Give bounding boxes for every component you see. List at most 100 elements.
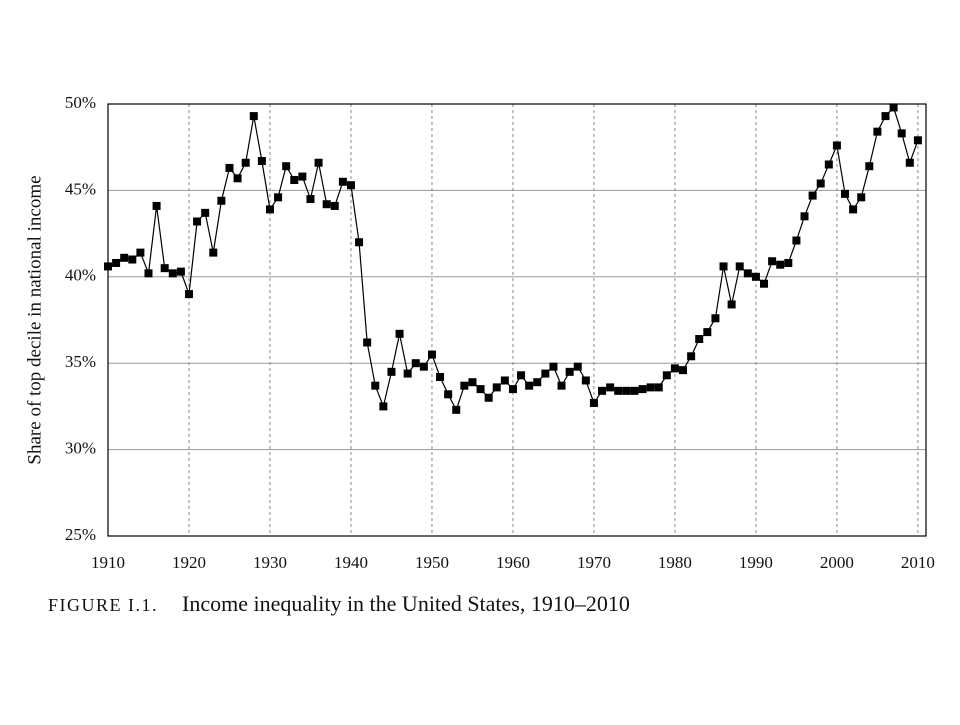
data-point bbox=[889, 103, 898, 112]
data-point bbox=[136, 248, 145, 257]
data-point bbox=[112, 258, 121, 267]
data-point bbox=[881, 112, 890, 121]
data-point bbox=[257, 157, 266, 166]
data-point bbox=[695, 335, 704, 344]
data-point bbox=[160, 264, 169, 273]
data-point bbox=[249, 112, 258, 121]
data-point bbox=[152, 201, 161, 210]
data-point bbox=[751, 272, 760, 281]
data-point bbox=[614, 386, 623, 395]
data-point bbox=[905, 158, 914, 167]
data-point bbox=[427, 350, 436, 359]
data-point bbox=[298, 172, 307, 181]
data-point bbox=[452, 405, 461, 414]
data-point bbox=[290, 176, 299, 185]
data-point bbox=[395, 329, 404, 338]
data-point bbox=[679, 366, 688, 375]
data-point bbox=[193, 217, 202, 226]
data-point bbox=[500, 376, 509, 385]
data-point bbox=[168, 269, 177, 278]
data-point bbox=[484, 393, 493, 402]
y-tick-label: 25% bbox=[65, 525, 96, 544]
data-point bbox=[176, 267, 185, 276]
data-point bbox=[217, 196, 226, 205]
data-point bbox=[282, 162, 291, 171]
data-point bbox=[460, 381, 469, 390]
data-point bbox=[832, 141, 841, 150]
data-point bbox=[330, 201, 339, 210]
data-point bbox=[735, 262, 744, 271]
x-tick-label: 1990 bbox=[739, 553, 773, 572]
data-point bbox=[711, 314, 720, 323]
data-point bbox=[444, 390, 453, 399]
x-tick-label: 1910 bbox=[91, 553, 125, 572]
data-point bbox=[630, 386, 639, 395]
data-point bbox=[719, 262, 728, 271]
data-point bbox=[209, 248, 218, 257]
y-tick-label: 40% bbox=[65, 266, 96, 285]
data-point bbox=[346, 181, 355, 190]
data-point bbox=[265, 205, 274, 214]
data-point bbox=[371, 381, 380, 390]
data-point bbox=[743, 269, 752, 278]
data-point bbox=[144, 269, 153, 278]
data-point bbox=[792, 236, 801, 245]
data-point bbox=[306, 195, 315, 204]
data-point bbox=[508, 385, 517, 394]
data-point bbox=[363, 338, 372, 347]
data-point bbox=[638, 385, 647, 394]
y-tick-label: 50% bbox=[65, 93, 96, 112]
data-point bbox=[233, 174, 242, 183]
data-point bbox=[241, 158, 250, 167]
data-point bbox=[873, 127, 882, 136]
x-tick-label: 1960 bbox=[496, 553, 530, 572]
data-point bbox=[897, 129, 906, 138]
data-point bbox=[403, 369, 412, 378]
data-point bbox=[274, 193, 283, 202]
chart-title: Income inequality in the United States, … bbox=[182, 591, 630, 616]
data-point bbox=[857, 193, 866, 202]
data-point bbox=[322, 200, 331, 209]
y-tick-label: 30% bbox=[65, 439, 96, 458]
x-tick-label: 1950 bbox=[415, 553, 449, 572]
data-point bbox=[646, 383, 655, 392]
y-tick-label: 45% bbox=[65, 179, 96, 198]
data-point bbox=[517, 371, 526, 380]
data-point bbox=[525, 381, 534, 390]
data-point bbox=[201, 208, 210, 217]
data-point bbox=[824, 160, 833, 169]
data-point bbox=[913, 136, 922, 145]
data-point bbox=[492, 383, 501, 392]
data-point bbox=[411, 359, 420, 368]
data-point bbox=[784, 258, 793, 267]
data-point bbox=[436, 373, 445, 382]
x-tick-label: 1970 bbox=[577, 553, 611, 572]
data-point bbox=[606, 383, 615, 392]
data-point bbox=[314, 158, 323, 167]
data-point bbox=[760, 279, 769, 288]
data-point bbox=[557, 381, 566, 390]
data-point bbox=[654, 383, 663, 392]
data-point bbox=[662, 371, 671, 380]
data-point bbox=[120, 253, 129, 262]
data-point bbox=[533, 378, 542, 387]
data-point bbox=[670, 364, 679, 373]
data-point bbox=[476, 385, 485, 394]
data-point bbox=[419, 362, 428, 371]
data-point bbox=[622, 386, 631, 395]
data-point bbox=[565, 367, 574, 376]
data-point bbox=[338, 177, 347, 186]
x-tick-label: 1930 bbox=[253, 553, 287, 572]
x-tick-label: 1920 bbox=[172, 553, 206, 572]
y-tick-label: 35% bbox=[65, 352, 96, 371]
data-point bbox=[816, 179, 825, 188]
data-point bbox=[387, 367, 396, 376]
data-point bbox=[184, 290, 193, 299]
x-tick-label: 2000 bbox=[820, 553, 854, 572]
data-point bbox=[379, 402, 388, 411]
data-point bbox=[225, 163, 234, 172]
data-point bbox=[800, 212, 809, 221]
caption-label: FIGURE I.1. bbox=[48, 595, 158, 615]
